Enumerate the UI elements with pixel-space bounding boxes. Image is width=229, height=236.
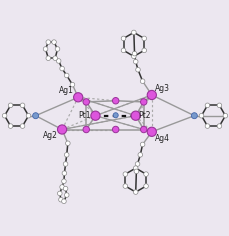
Circle shape — [133, 166, 137, 170]
Circle shape — [46, 40, 50, 44]
Circle shape — [222, 114, 227, 118]
Circle shape — [143, 184, 148, 188]
Circle shape — [132, 51, 136, 56]
Text: Ag1: Ag1 — [59, 86, 73, 95]
Circle shape — [63, 186, 68, 191]
Circle shape — [20, 124, 25, 128]
Circle shape — [133, 190, 137, 194]
Circle shape — [83, 126, 89, 133]
Circle shape — [61, 199, 66, 204]
Circle shape — [134, 169, 138, 174]
Circle shape — [8, 124, 13, 128]
Circle shape — [141, 48, 146, 53]
Circle shape — [65, 141, 70, 146]
Circle shape — [43, 47, 48, 51]
Circle shape — [131, 54, 136, 59]
Circle shape — [64, 73, 69, 78]
Circle shape — [147, 127, 156, 136]
Text: Ag4: Ag4 — [154, 134, 169, 143]
Circle shape — [56, 59, 61, 63]
Circle shape — [141, 36, 146, 41]
Circle shape — [26, 114, 31, 118]
Circle shape — [121, 36, 125, 41]
Circle shape — [62, 171, 66, 176]
Circle shape — [46, 56, 50, 60]
Text: Pt1: Pt1 — [78, 111, 90, 120]
Circle shape — [137, 152, 142, 157]
Circle shape — [204, 124, 209, 128]
Circle shape — [57, 125, 66, 134]
Circle shape — [64, 193, 69, 197]
Circle shape — [140, 142, 144, 147]
Circle shape — [135, 162, 139, 166]
Circle shape — [57, 191, 62, 196]
Circle shape — [143, 172, 148, 177]
Text: Ag2: Ag2 — [43, 131, 57, 140]
Circle shape — [131, 111, 140, 120]
Circle shape — [198, 114, 203, 118]
Circle shape — [60, 185, 64, 189]
Circle shape — [121, 48, 125, 53]
Circle shape — [2, 114, 7, 118]
Text: Pt2: Pt2 — [138, 111, 150, 120]
Circle shape — [140, 99, 146, 105]
Circle shape — [58, 197, 63, 202]
Circle shape — [64, 152, 69, 157]
Circle shape — [140, 126, 146, 133]
Circle shape — [90, 111, 100, 120]
Circle shape — [73, 93, 82, 102]
Circle shape — [112, 97, 118, 104]
Circle shape — [123, 172, 127, 177]
Circle shape — [83, 99, 89, 105]
Circle shape — [53, 56, 57, 60]
Text: Ag3: Ag3 — [154, 84, 169, 93]
Circle shape — [55, 47, 60, 51]
Circle shape — [61, 179, 66, 184]
Circle shape — [60, 66, 64, 71]
Circle shape — [204, 103, 209, 108]
Circle shape — [112, 126, 118, 133]
Circle shape — [191, 113, 196, 119]
Circle shape — [140, 79, 144, 84]
Circle shape — [70, 82, 74, 87]
Circle shape — [33, 113, 38, 119]
Circle shape — [8, 103, 13, 108]
Circle shape — [147, 90, 156, 100]
Circle shape — [216, 103, 221, 108]
Circle shape — [131, 30, 136, 35]
Circle shape — [135, 67, 140, 72]
Circle shape — [133, 59, 137, 64]
Circle shape — [123, 184, 127, 188]
Circle shape — [63, 162, 68, 166]
Circle shape — [216, 124, 221, 128]
Circle shape — [52, 40, 56, 44]
Circle shape — [113, 113, 118, 118]
Circle shape — [20, 103, 25, 108]
